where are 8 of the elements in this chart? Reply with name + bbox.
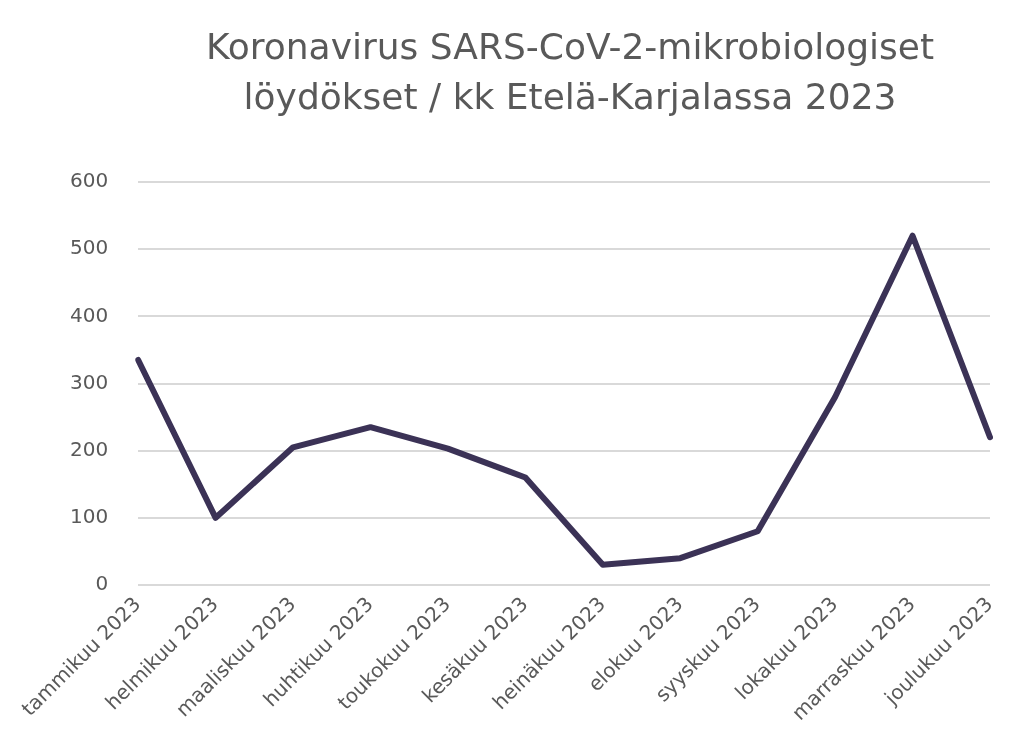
y-tick-label: 0 [95,571,109,596]
y-tick-label: 200 [69,436,109,461]
y-tick-label: 500 [69,235,109,260]
chart-title: Koronavirus SARS-CoV-2-mikrobiologiset löydökset / kk Etelä-Karjalassa 2023 [204,25,936,119]
y-tick-label: 400 [69,302,109,327]
y-tick-label: 100 [69,504,109,529]
y-tick-label: 300 [69,369,109,394]
y-tick-label: 600 [69,168,109,193]
